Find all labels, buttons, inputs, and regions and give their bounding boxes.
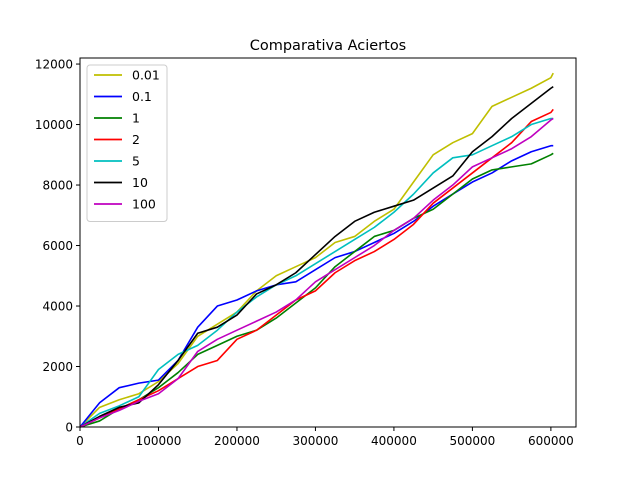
- series-line-4: [79, 117, 554, 428]
- plot-frame: [79, 57, 577, 428]
- series-line-1: [79, 144, 554, 428]
- x-tick-label: 600000: [528, 434, 574, 448]
- legend: 0.01 0.1 1 2 5 10 100: [86, 64, 168, 222]
- x-axis: 0 100000 200000 300000 400000 500000 600000: [76, 427, 574, 448]
- y-tick-label: 10000: [35, 118, 73, 132]
- chart-title: Comparativa Aciertos: [250, 38, 407, 54]
- y-tick-label: 4000: [42, 300, 73, 314]
- y-tick-label: 12000: [35, 58, 73, 72]
- series-line-0: [79, 72, 554, 428]
- legend-label-3: 2: [132, 132, 140, 147]
- legend-label-0: 0.01: [132, 68, 160, 83]
- legend-label-5: 10: [132, 175, 148, 190]
- x-tick-label: 200000: [214, 434, 260, 448]
- y-tick-label: 2000: [42, 360, 73, 374]
- legend-label-2: 1: [132, 111, 140, 126]
- legend-label-1: 0.1: [132, 89, 152, 104]
- y-tick-label: 6000: [42, 239, 73, 253]
- series-line-5: [79, 86, 554, 428]
- y-axis: 0 2000 4000 6000 8000 10000 12000: [35, 58, 80, 435]
- x-tick-label: 300000: [293, 434, 339, 448]
- x-tick-label: 500000: [449, 434, 495, 448]
- series-line-2: [79, 152, 554, 428]
- y-tick-label: 8000: [42, 179, 73, 193]
- legend-label-4: 5: [132, 154, 140, 169]
- series-line-3: [79, 108, 554, 428]
- legend-label-6: 100: [132, 197, 156, 212]
- x-tick-label: 400000: [371, 434, 417, 448]
- plot-lines: [79, 72, 554, 428]
- series-line-6: [79, 117, 554, 428]
- x-tick-label: 0: [76, 434, 84, 448]
- y-tick-label: 0: [65, 421, 73, 435]
- x-tick-label: 100000: [136, 434, 182, 448]
